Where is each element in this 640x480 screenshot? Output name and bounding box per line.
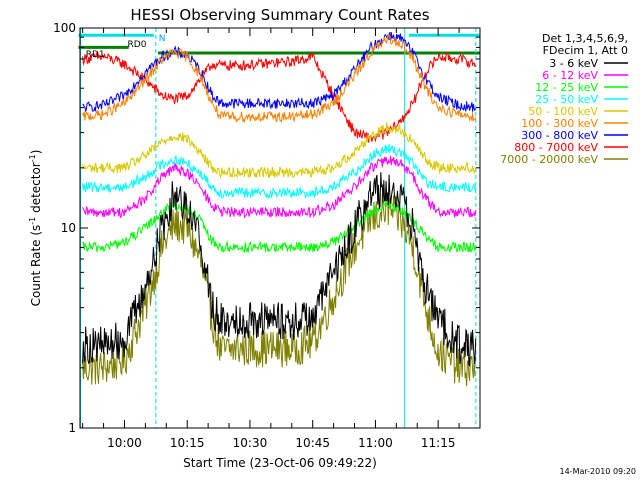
y-tick-label: 10 — [61, 221, 76, 235]
x-tick-label: 11:15 — [421, 436, 456, 450]
legend-label: 300 - 800 keV — [521, 129, 598, 142]
annotations: RD0 RD1 N — [86, 34, 166, 60]
series-line — [82, 200, 477, 254]
series-lines — [82, 31, 477, 387]
legend-header: FDecim 1, Att 0 — [543, 44, 628, 57]
annotation-label: N — [159, 34, 166, 44]
series-line — [82, 193, 476, 387]
status-bars — [78, 33, 480, 55]
series-line — [82, 122, 477, 179]
series-line — [82, 33, 477, 124]
series-line — [82, 155, 477, 219]
x-tick-label: 10:30 — [233, 436, 268, 450]
legend-label: 3 - 6 keV — [549, 57, 598, 70]
x-tick-label: 10:15 — [170, 436, 205, 450]
series-line — [82, 50, 477, 143]
legend-label: 800 - 7000 keV — [514, 141, 598, 154]
legend-label: 25 - 50 keV — [535, 93, 598, 106]
annotation-label: RD1 — [86, 50, 105, 60]
legend: Det 1,3,4,5,6,9,FDecim 1, Att 03 - 6 keV… — [500, 32, 628, 166]
series-line — [82, 172, 477, 368]
x-tick-label: 11:00 — [358, 436, 393, 450]
series-line — [82, 31, 477, 112]
x-tick-label: 10:45 — [295, 436, 330, 450]
chart-title: HESSI Observing Summary Count Rates — [130, 6, 429, 24]
x-ticks: 10:00 10:15 10:30 10:45 11:00 11:15 — [82, 28, 481, 450]
y-tick-label: 100 — [53, 21, 76, 35]
legend-label: 6 - 12 keV — [542, 69, 598, 82]
legend-label: 7000 - 20000 keV — [500, 153, 598, 166]
series-line — [82, 143, 477, 200]
legend-header: Det 1,3,4,5,6,9, — [542, 32, 628, 45]
y-axis-label: Count Rate (s-1 detector-1) — [28, 150, 43, 307]
timestamp-label: 14-Mar-2010 09:20 — [560, 467, 637, 476]
annotation-label: RD0 — [128, 40, 147, 50]
legend-label: 100 - 300 keV — [521, 117, 598, 130]
legend-label: 12 - 25 keV — [535, 81, 598, 94]
legend-label: 50 - 100 keV — [528, 105, 598, 118]
x-tick-label: 10:00 — [107, 436, 142, 450]
y-ticks: 1 10 100 — [53, 21, 480, 435]
y-tick-label: 1 — [68, 421, 76, 435]
x-axis-label: Start Time (23-Oct-06 09:49:22) — [183, 456, 377, 470]
